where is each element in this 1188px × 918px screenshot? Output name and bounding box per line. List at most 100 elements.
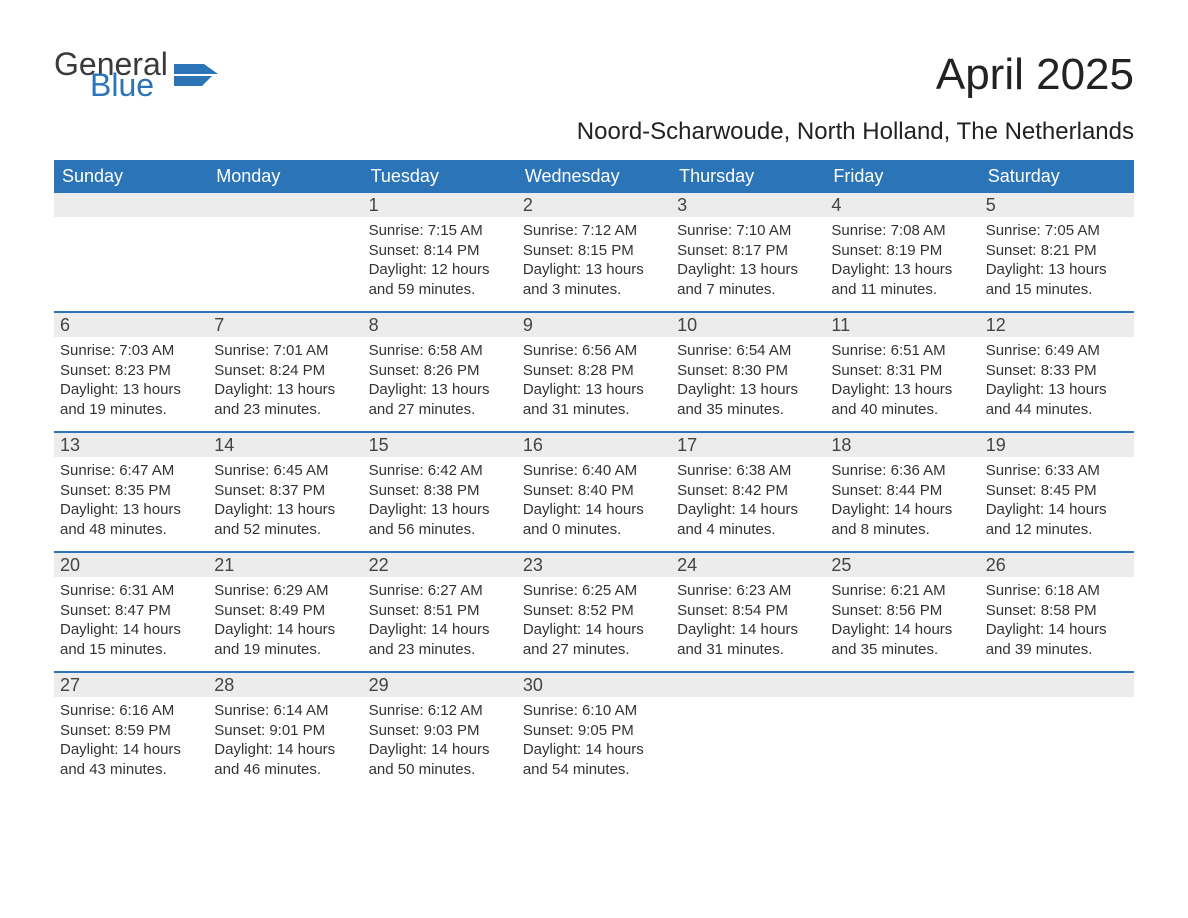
week-row: 20Sunrise: 6:31 AMSunset: 8:47 PMDayligh… [54, 551, 1134, 671]
day-body: Sunrise: 6:38 AMSunset: 8:42 PMDaylight:… [671, 457, 825, 547]
daylight-text: Daylight: 14 hours and 0 minutes. [523, 500, 665, 539]
daylight-text: Daylight: 14 hours and 8 minutes. [831, 500, 973, 539]
sunrise-text: Sunrise: 6:16 AM [60, 701, 202, 721]
day-cell: 18Sunrise: 6:36 AMSunset: 8:44 PMDayligh… [825, 433, 979, 551]
day-number: 25 [825, 553, 979, 577]
sunrise-text: Sunrise: 6:47 AM [60, 461, 202, 481]
sunset-text: Sunset: 8:21 PM [986, 241, 1128, 261]
sunset-text: Sunset: 8:56 PM [831, 601, 973, 621]
daylight-text: Daylight: 14 hours and 19 minutes. [214, 620, 356, 659]
sunset-text: Sunset: 8:51 PM [369, 601, 511, 621]
day-body: Sunrise: 7:08 AMSunset: 8:19 PMDaylight:… [825, 217, 979, 307]
sunset-text: Sunset: 8:35 PM [60, 481, 202, 501]
day-cell: 3Sunrise: 7:10 AMSunset: 8:17 PMDaylight… [671, 193, 825, 311]
weekday-saturday: Saturday [980, 160, 1134, 193]
page-header: General Blue April 2025 Noord-Scharwoude… [54, 50, 1134, 146]
day-body: Sunrise: 6:56 AMSunset: 8:28 PMDaylight:… [517, 337, 671, 427]
weekday-thursday: Thursday [671, 160, 825, 193]
day-number [825, 673, 979, 697]
daylight-text: Daylight: 13 hours and 56 minutes. [369, 500, 511, 539]
sunrise-text: Sunrise: 7:05 AM [986, 221, 1128, 241]
day-body: Sunrise: 6:12 AMSunset: 9:03 PMDaylight:… [363, 697, 517, 787]
day-cell: 19Sunrise: 6:33 AMSunset: 8:45 PMDayligh… [980, 433, 1134, 551]
day-body: Sunrise: 6:27 AMSunset: 8:51 PMDaylight:… [363, 577, 517, 667]
day-number: 10 [671, 313, 825, 337]
daylight-text: Daylight: 13 hours and 7 minutes. [677, 260, 819, 299]
day-cell: 2Sunrise: 7:12 AMSunset: 8:15 PMDaylight… [517, 193, 671, 311]
day-cell [825, 673, 979, 791]
sunrise-text: Sunrise: 6:36 AM [831, 461, 973, 481]
day-cell: 21Sunrise: 6:29 AMSunset: 8:49 PMDayligh… [208, 553, 362, 671]
daylight-text: Daylight: 13 hours and 44 minutes. [986, 380, 1128, 419]
week-row: 13Sunrise: 6:47 AMSunset: 8:35 PMDayligh… [54, 431, 1134, 551]
sunrise-text: Sunrise: 6:29 AM [214, 581, 356, 601]
daylight-text: Daylight: 14 hours and 54 minutes. [523, 740, 665, 779]
daylight-text: Daylight: 14 hours and 15 minutes. [60, 620, 202, 659]
week-row: 6Sunrise: 7:03 AMSunset: 8:23 PMDaylight… [54, 311, 1134, 431]
day-cell: 11Sunrise: 6:51 AMSunset: 8:31 PMDayligh… [825, 313, 979, 431]
day-cell [54, 193, 208, 311]
weeks-container: 1Sunrise: 7:15 AMSunset: 8:14 PMDaylight… [54, 193, 1134, 791]
day-number: 2 [517, 193, 671, 217]
sunrise-text: Sunrise: 6:56 AM [523, 341, 665, 361]
sunset-text: Sunset: 8:37 PM [214, 481, 356, 501]
sunset-text: Sunset: 8:28 PM [523, 361, 665, 381]
daylight-text: Daylight: 14 hours and 46 minutes. [214, 740, 356, 779]
day-number: 12 [980, 313, 1134, 337]
day-cell: 23Sunrise: 6:25 AMSunset: 8:52 PMDayligh… [517, 553, 671, 671]
daylight-text: Daylight: 13 hours and 27 minutes. [369, 380, 511, 419]
sunrise-text: Sunrise: 6:18 AM [986, 581, 1128, 601]
day-cell: 12Sunrise: 6:49 AMSunset: 8:33 PMDayligh… [980, 313, 1134, 431]
day-cell: 7Sunrise: 7:01 AMSunset: 8:24 PMDaylight… [208, 313, 362, 431]
daylight-text: Daylight: 12 hours and 59 minutes. [369, 260, 511, 299]
daylight-text: Daylight: 13 hours and 11 minutes. [831, 260, 973, 299]
daylight-text: Daylight: 13 hours and 48 minutes. [60, 500, 202, 539]
sunset-text: Sunset: 9:01 PM [214, 721, 356, 741]
day-number: 24 [671, 553, 825, 577]
sunset-text: Sunset: 8:58 PM [986, 601, 1128, 621]
day-number: 17 [671, 433, 825, 457]
day-cell: 20Sunrise: 6:31 AMSunset: 8:47 PMDayligh… [54, 553, 208, 671]
sunrise-text: Sunrise: 6:23 AM [677, 581, 819, 601]
sunset-text: Sunset: 8:33 PM [986, 361, 1128, 381]
day-number: 4 [825, 193, 979, 217]
sunset-text: Sunset: 8:49 PM [214, 601, 356, 621]
logo-line-2: Blue [90, 71, 168, 100]
day-number: 3 [671, 193, 825, 217]
day-number [208, 193, 362, 217]
sunset-text: Sunset: 8:23 PM [60, 361, 202, 381]
day-cell: 22Sunrise: 6:27 AMSunset: 8:51 PMDayligh… [363, 553, 517, 671]
day-cell: 13Sunrise: 6:47 AMSunset: 8:35 PMDayligh… [54, 433, 208, 551]
day-body: Sunrise: 6:54 AMSunset: 8:30 PMDaylight:… [671, 337, 825, 427]
day-cell: 14Sunrise: 6:45 AMSunset: 8:37 PMDayligh… [208, 433, 362, 551]
day-number: 22 [363, 553, 517, 577]
sunrise-text: Sunrise: 6:31 AM [60, 581, 202, 601]
month-title: April 2025 [577, 50, 1134, 100]
sunset-text: Sunset: 8:42 PM [677, 481, 819, 501]
daylight-text: Daylight: 13 hours and 35 minutes. [677, 380, 819, 419]
daylight-text: Daylight: 13 hours and 40 minutes. [831, 380, 973, 419]
daylight-text: Daylight: 13 hours and 15 minutes. [986, 260, 1128, 299]
sunset-text: Sunset: 8:45 PM [986, 481, 1128, 501]
day-number [671, 673, 825, 697]
day-cell: 26Sunrise: 6:18 AMSunset: 8:58 PMDayligh… [980, 553, 1134, 671]
weekday-wednesday: Wednesday [517, 160, 671, 193]
sunrise-text: Sunrise: 6:21 AM [831, 581, 973, 601]
week-row: 1Sunrise: 7:15 AMSunset: 8:14 PMDaylight… [54, 193, 1134, 311]
day-cell [980, 673, 1134, 791]
sunrise-text: Sunrise: 7:01 AM [214, 341, 356, 361]
day-cell: 30Sunrise: 6:10 AMSunset: 9:05 PMDayligh… [517, 673, 671, 791]
sunrise-text: Sunrise: 7:10 AM [677, 221, 819, 241]
logo-text: General Blue [54, 50, 168, 100]
week-row: 27Sunrise: 6:16 AMSunset: 8:59 PMDayligh… [54, 671, 1134, 791]
day-cell: 5Sunrise: 7:05 AMSunset: 8:21 PMDaylight… [980, 193, 1134, 311]
weekday-monday: Monday [208, 160, 362, 193]
sunrise-text: Sunrise: 6:12 AM [369, 701, 511, 721]
day-body: Sunrise: 6:49 AMSunset: 8:33 PMDaylight:… [980, 337, 1134, 427]
day-cell: 24Sunrise: 6:23 AMSunset: 8:54 PMDayligh… [671, 553, 825, 671]
day-number: 8 [363, 313, 517, 337]
day-number: 19 [980, 433, 1134, 457]
day-cell: 27Sunrise: 6:16 AMSunset: 8:59 PMDayligh… [54, 673, 208, 791]
sunset-text: Sunset: 8:59 PM [60, 721, 202, 741]
sunset-text: Sunset: 8:40 PM [523, 481, 665, 501]
